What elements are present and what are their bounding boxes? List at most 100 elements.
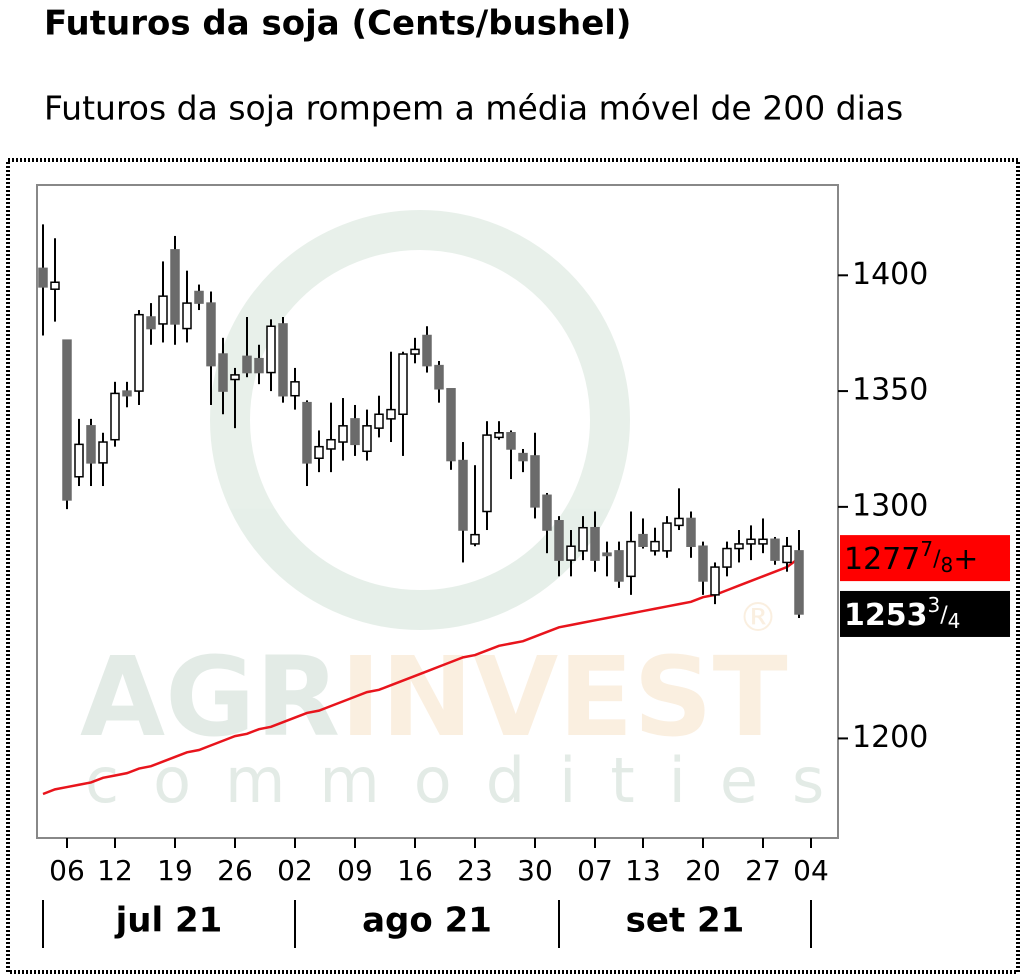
candle-body xyxy=(626,540,636,578)
price-label-whole: 1277 xyxy=(844,542,920,577)
candle-body xyxy=(542,494,552,531)
candle-body xyxy=(422,334,432,367)
candle-body xyxy=(770,538,780,561)
price-label-box xyxy=(840,590,1010,637)
watermark: AGRINVEST commodities ® xyxy=(80,210,858,817)
watermark-second: INVEST xyxy=(340,633,788,761)
y-tick-label: 1200 xyxy=(852,720,928,755)
candle-body xyxy=(458,459,468,531)
candle-body xyxy=(698,545,708,582)
candle-body xyxy=(746,538,756,545)
candle-body xyxy=(638,533,648,547)
candle-body xyxy=(122,390,132,397)
x-tick-label: 16 xyxy=(397,854,433,887)
x-tick-label: 26 xyxy=(217,854,253,887)
moving-average-line xyxy=(42,557,800,796)
candle-body xyxy=(506,432,516,450)
candle-body xyxy=(374,413,384,429)
chart-subtitle: Futuros da soja rompem a média móvel de … xyxy=(44,89,903,128)
candle-body xyxy=(134,313,144,392)
candle-body xyxy=(302,401,312,464)
price-label-suffix: + xyxy=(953,542,978,577)
candle-body xyxy=(230,374,240,381)
candle-body xyxy=(362,425,372,453)
watermark-first: AGR xyxy=(80,633,340,761)
watermark-mark: ® xyxy=(738,595,778,641)
candle-body xyxy=(650,540,660,552)
candle-body xyxy=(590,526,600,561)
candle-body xyxy=(38,267,48,288)
price-label-box xyxy=(840,535,1010,582)
x-tick-label: 09 xyxy=(337,854,373,887)
candle-body xyxy=(158,295,168,325)
x-tick-label: 12 xyxy=(97,854,133,887)
month-label: ago 21 xyxy=(362,901,492,941)
price-label-whole: 1253 xyxy=(844,597,928,632)
candle-body xyxy=(518,452,528,462)
candle-body xyxy=(494,432,504,439)
candle-body xyxy=(182,302,192,330)
candle-body xyxy=(386,408,396,420)
candle-body xyxy=(170,249,180,325)
x-tick-label: 07 xyxy=(577,854,613,887)
candle-body xyxy=(86,425,96,464)
candle-body xyxy=(566,545,576,561)
x-tick-label: 13 xyxy=(625,854,661,887)
candle-body xyxy=(146,316,156,330)
candle-body xyxy=(710,566,720,596)
candle-body xyxy=(62,339,72,501)
candle-body xyxy=(482,434,492,513)
candle-body xyxy=(98,441,108,464)
candle-body xyxy=(734,543,744,550)
plot-area xyxy=(36,184,839,839)
candle-body xyxy=(554,520,564,561)
candle-body xyxy=(782,545,792,564)
candle-body xyxy=(722,547,732,568)
price-label-num: 7 xyxy=(920,537,933,561)
month-label: jul 21 xyxy=(114,901,223,941)
candle-body xyxy=(758,538,768,545)
candle-body xyxy=(686,517,696,547)
y-tick-label: 1350 xyxy=(852,373,928,408)
candle-body xyxy=(266,325,276,374)
price-label-num: 3 xyxy=(928,592,941,616)
candle-body xyxy=(530,455,540,508)
price-label: 12777/8+ xyxy=(844,537,978,577)
candle-body xyxy=(74,443,84,478)
y-tick-label: 1300 xyxy=(852,488,928,523)
candle-body xyxy=(326,438,336,450)
price-label-den: 8 xyxy=(941,553,954,577)
candle-body xyxy=(662,522,672,552)
candle-body xyxy=(398,353,408,415)
candle-body xyxy=(410,348,420,355)
candle-body xyxy=(254,357,264,374)
y-tick-label: 1400 xyxy=(852,257,928,292)
price-label-slash: / xyxy=(933,547,941,572)
x-tick-label: 04 xyxy=(793,854,829,887)
chart-title: Futuros da soja (Cents/bushel) xyxy=(44,4,631,44)
x-tick-label: 02 xyxy=(277,854,313,887)
watermark-text: AGRINVEST xyxy=(80,633,788,761)
x-tick-label: 30 xyxy=(517,854,553,887)
candle-body xyxy=(242,355,252,374)
candle-body xyxy=(338,425,348,443)
watermark-circle xyxy=(210,210,630,630)
candle-body xyxy=(290,381,300,397)
price-label: 12533/4 xyxy=(844,592,960,632)
candle-body xyxy=(314,445,324,459)
x-tick-label: 27 xyxy=(745,854,781,887)
x-tick-label: 19 xyxy=(157,854,193,887)
candle-body xyxy=(434,364,444,390)
frame xyxy=(6,158,1020,974)
watermark-sub: commodities xyxy=(85,744,858,817)
price-label-slash: / xyxy=(940,603,948,628)
candle-body xyxy=(278,323,288,397)
candle-body xyxy=(614,550,624,582)
candle-body xyxy=(674,517,684,527)
candle-body xyxy=(110,392,120,441)
candle-body xyxy=(50,281,60,290)
candle-body xyxy=(470,533,480,545)
candle-body xyxy=(446,388,456,462)
